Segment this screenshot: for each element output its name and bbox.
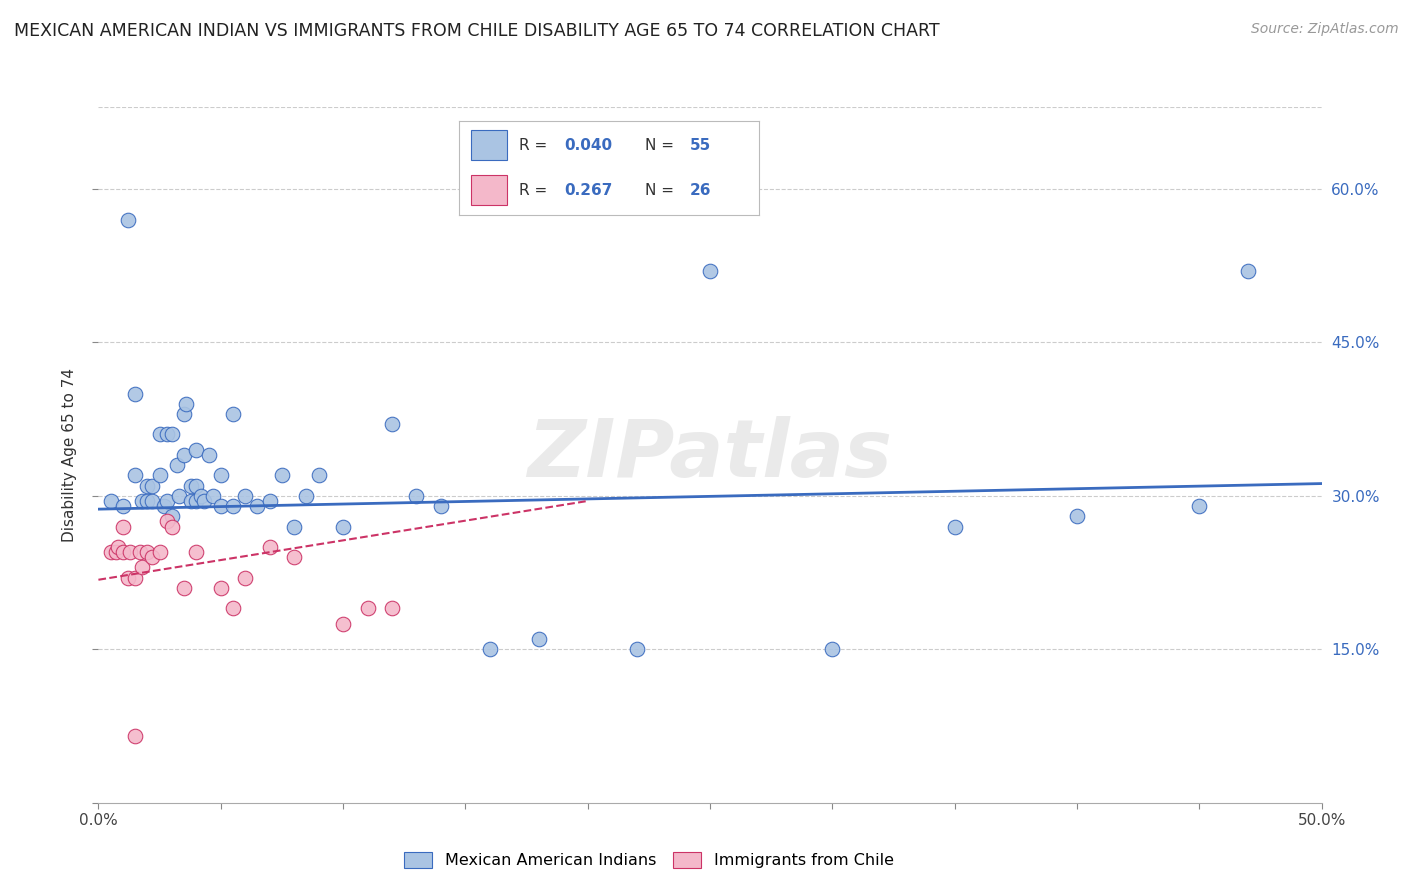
Point bbox=[149, 545, 172, 559]
Point bbox=[156, 494, 179, 508]
Point bbox=[308, 468, 330, 483]
Point bbox=[173, 581, 195, 595]
Point bbox=[259, 494, 281, 508]
Point bbox=[136, 478, 159, 492]
Point bbox=[943, 519, 966, 533]
Point bbox=[699, 264, 721, 278]
Point bbox=[166, 458, 188, 472]
Point bbox=[111, 499, 134, 513]
Point bbox=[180, 494, 202, 508]
Point bbox=[111, 519, 134, 533]
Point bbox=[160, 427, 183, 442]
Point bbox=[124, 386, 146, 401]
Point bbox=[186, 545, 208, 559]
Point bbox=[1188, 499, 1211, 513]
Point bbox=[156, 515, 179, 529]
Point bbox=[117, 571, 139, 585]
Point bbox=[141, 494, 163, 508]
Point bbox=[197, 448, 219, 462]
Point bbox=[626, 642, 648, 657]
Point bbox=[478, 642, 501, 657]
Point bbox=[209, 499, 232, 513]
Point bbox=[270, 468, 294, 483]
Point bbox=[141, 550, 163, 565]
Point bbox=[124, 468, 146, 483]
Point bbox=[186, 494, 208, 508]
Y-axis label: Disability Age 65 to 74: Disability Age 65 to 74 bbox=[62, 368, 77, 542]
Point bbox=[259, 540, 281, 554]
Point bbox=[131, 560, 153, 574]
Point bbox=[176, 397, 198, 411]
Point bbox=[120, 545, 142, 559]
Point bbox=[527, 632, 550, 646]
Point bbox=[153, 499, 176, 513]
Point bbox=[332, 519, 354, 533]
Point bbox=[173, 407, 195, 421]
Point bbox=[131, 494, 153, 508]
Point bbox=[149, 468, 172, 483]
Point bbox=[124, 729, 146, 743]
Text: MEXICAN AMERICAN INDIAN VS IMMIGRANTS FROM CHILE DISABILITY AGE 65 TO 74 CORRELA: MEXICAN AMERICAN INDIAN VS IMMIGRANTS FR… bbox=[14, 22, 939, 40]
Text: Source: ZipAtlas.com: Source: ZipAtlas.com bbox=[1251, 22, 1399, 37]
Point bbox=[295, 489, 318, 503]
Point bbox=[156, 427, 179, 442]
Point bbox=[1237, 264, 1260, 278]
Point bbox=[136, 545, 159, 559]
Point bbox=[381, 417, 404, 432]
Point bbox=[100, 545, 122, 559]
Point bbox=[124, 571, 146, 585]
Point bbox=[405, 489, 427, 503]
Point bbox=[160, 509, 183, 524]
Point bbox=[222, 601, 245, 615]
Point bbox=[821, 642, 844, 657]
Text: ZIPatlas: ZIPatlas bbox=[527, 416, 893, 494]
Point bbox=[233, 571, 256, 585]
Point bbox=[129, 545, 152, 559]
Point bbox=[117, 212, 139, 227]
Point bbox=[209, 468, 232, 483]
Point bbox=[186, 442, 208, 457]
Point bbox=[283, 519, 305, 533]
Point bbox=[149, 427, 172, 442]
Point bbox=[222, 407, 245, 421]
Point bbox=[381, 601, 404, 615]
Point bbox=[1066, 509, 1088, 524]
Point bbox=[283, 550, 305, 565]
Point bbox=[167, 489, 190, 503]
Point bbox=[246, 499, 269, 513]
Legend: Mexican American Indians, Immigrants from Chile: Mexican American Indians, Immigrants fro… bbox=[398, 846, 900, 875]
Point bbox=[332, 616, 354, 631]
Point bbox=[160, 519, 183, 533]
Point bbox=[430, 499, 453, 513]
Point bbox=[100, 494, 122, 508]
Point bbox=[107, 540, 129, 554]
Point bbox=[233, 489, 256, 503]
Point bbox=[356, 601, 378, 615]
Point bbox=[190, 489, 212, 503]
Point bbox=[173, 448, 195, 462]
Point bbox=[209, 581, 232, 595]
Point bbox=[222, 499, 245, 513]
Point bbox=[136, 494, 159, 508]
Point bbox=[186, 478, 208, 492]
Point bbox=[202, 489, 225, 503]
Point bbox=[180, 478, 202, 492]
Point bbox=[111, 545, 134, 559]
Point bbox=[141, 478, 163, 492]
Point bbox=[104, 545, 127, 559]
Point bbox=[193, 494, 215, 508]
